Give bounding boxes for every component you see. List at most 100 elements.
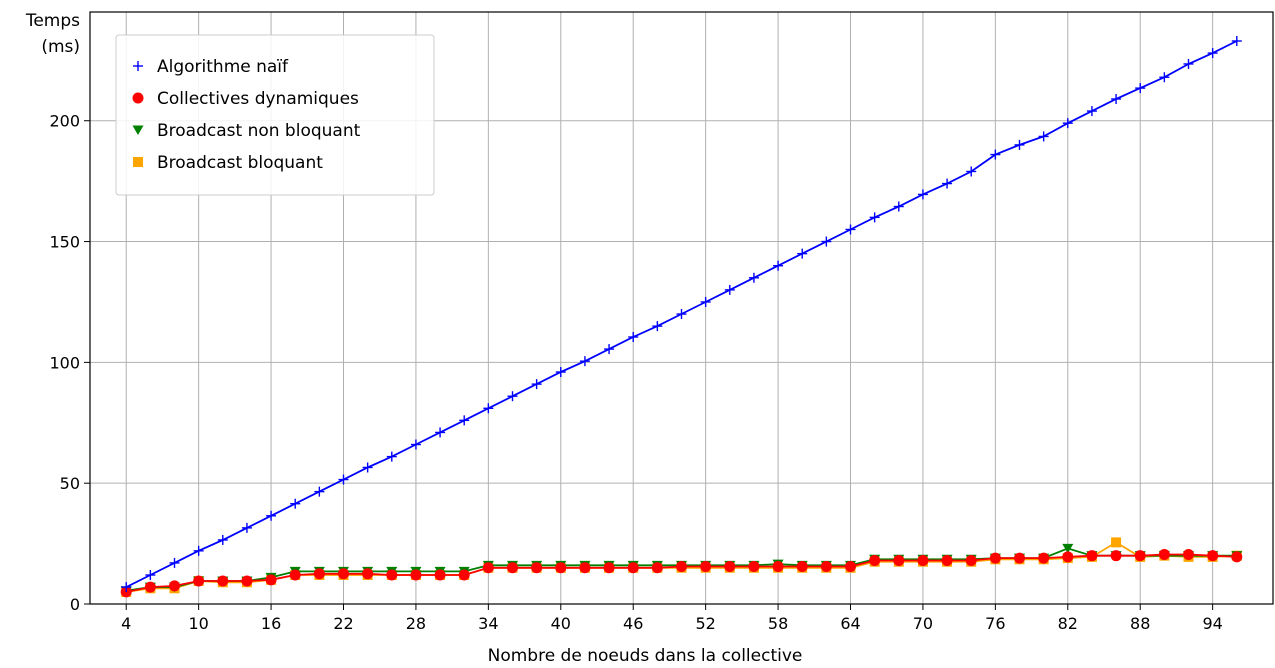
series-0 (121, 35, 1242, 593)
data-point (1086, 550, 1098, 562)
data-point (1086, 106, 1097, 117)
data-point (772, 561, 784, 573)
data-point (193, 545, 204, 556)
data-point (579, 562, 591, 574)
data-point (652, 321, 663, 332)
x-tick-label: 52 (695, 614, 715, 633)
x-tick-label: 88 (1130, 614, 1150, 633)
x-tick-label: 82 (1058, 614, 1078, 633)
plot-series (120, 35, 1243, 598)
data-point (1159, 72, 1170, 83)
legend-label: Broadcast bloquant (157, 153, 323, 173)
data-point (821, 236, 832, 247)
data-point (603, 562, 615, 574)
data-point (1111, 93, 1122, 104)
data-point (1231, 35, 1242, 46)
data-point (434, 569, 446, 581)
data-point (555, 367, 566, 378)
legend-label: Broadcast non bloquant (157, 121, 361, 141)
data-point (362, 568, 374, 580)
plot-frame (89, 11, 1274, 605)
data-point (965, 555, 977, 567)
y-axis-ticks: 0 50 100 150 200 (49, 112, 90, 614)
legend-label: Collectives dynamiques (157, 89, 359, 109)
data-point (990, 149, 1001, 160)
x-tick-label: 10 (188, 614, 208, 633)
data-point (700, 561, 712, 573)
x-tick-label: 64 (840, 614, 860, 633)
data-point (796, 561, 808, 573)
legend: Algorithme naïf Collectives dynamiques Bro… (115, 34, 435, 196)
data-point (845, 561, 856, 573)
x-tick-label: 46 (623, 614, 643, 633)
data-point (507, 562, 518, 574)
data-point (386, 451, 397, 462)
legend-box (115, 34, 435, 196)
x-tick-label: 76 (985, 614, 1005, 633)
data-point (145, 570, 156, 581)
data-point (169, 580, 180, 592)
data-point (700, 296, 711, 307)
data-point (241, 522, 252, 533)
data-point (217, 534, 228, 545)
x-tick-label: 34 (478, 614, 498, 633)
data-point (1014, 139, 1025, 150)
data-point (1110, 550, 1122, 562)
data-point (338, 474, 349, 485)
data-point (410, 439, 421, 450)
data-point (265, 574, 277, 586)
y-tick-label: 100 (49, 353, 80, 372)
data-point (507, 391, 518, 402)
y-tick-label: 50 (60, 474, 80, 493)
data-point (627, 562, 639, 574)
data-point (1062, 551, 1074, 563)
data-point (628, 331, 639, 342)
legend-marker (133, 61, 143, 71)
data-point (748, 272, 759, 283)
data-point (579, 356, 590, 367)
data-point (313, 568, 325, 580)
data-point (1207, 550, 1219, 562)
data-point (338, 568, 349, 580)
legend-marker (133, 157, 143, 167)
x-tick-label: 4 (121, 614, 131, 633)
series-1 (120, 548, 1243, 598)
data-point (1062, 118, 1073, 129)
data-point (966, 166, 977, 177)
data-point (797, 248, 808, 259)
data-point (989, 552, 1001, 564)
data-point (748, 561, 760, 573)
data-point (893, 201, 904, 212)
data-point (1183, 58, 1194, 69)
data-point (531, 379, 542, 390)
y-tick-label: 200 (49, 112, 80, 131)
data-point (1038, 552, 1050, 564)
legend-label: Algorithme naïf (157, 57, 289, 77)
data-point (289, 569, 301, 581)
data-point (893, 555, 905, 567)
data-point (410, 569, 422, 581)
data-point (266, 510, 277, 521)
data-point (121, 582, 132, 593)
data-point (845, 224, 856, 235)
data-point (676, 309, 687, 320)
data-point (458, 569, 470, 581)
x-tick-label: 22 (333, 614, 353, 633)
data-point (144, 581, 156, 593)
data-point (773, 260, 784, 271)
data-point (1231, 551, 1243, 563)
data-point (483, 403, 494, 414)
y-axis-label-line1: Temps (25, 11, 80, 31)
y-tick-label: 0 (70, 595, 80, 614)
data-point (869, 212, 880, 223)
data-point (869, 555, 881, 567)
x-tick-label: 40 (551, 614, 571, 633)
y-tick-label: 150 (49, 233, 80, 252)
data-point (941, 555, 953, 567)
x-tick-label: 16 (261, 614, 281, 633)
data-point (482, 562, 494, 574)
x-tick-label: 70 (913, 614, 933, 633)
x-axis-ticks: 4 10 16 22 28 34 40 46 52 58 64 70 76 82 88 94 (121, 604, 1223, 633)
x-axis-label: Nombre de noeuds dans la collective (488, 646, 803, 666)
